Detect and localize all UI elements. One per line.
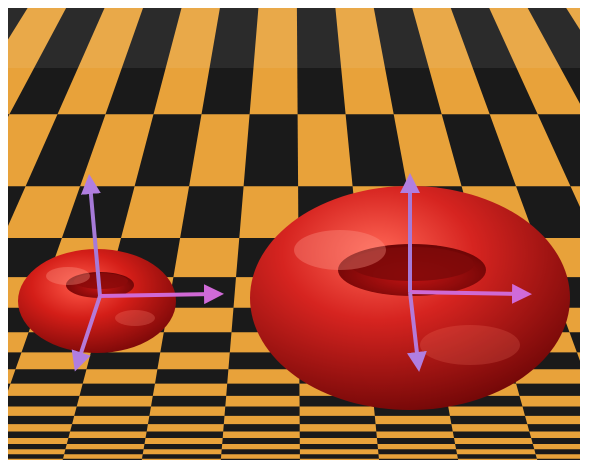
floor-tile xyxy=(8,352,22,370)
floor-tile xyxy=(160,332,232,353)
floor-tile xyxy=(64,449,144,455)
floor-tile xyxy=(441,114,516,187)
floor-tile xyxy=(534,449,580,455)
floor-tile xyxy=(147,415,225,425)
floor-tile xyxy=(243,114,299,187)
floor-tile xyxy=(516,186,580,238)
floor-tile xyxy=(8,114,10,117)
floor-tile xyxy=(376,438,456,444)
floor-tile xyxy=(378,449,458,455)
floor-tile xyxy=(299,415,376,425)
floor-tile xyxy=(583,369,589,383)
floor-tile xyxy=(457,454,537,459)
floor-tile xyxy=(180,186,244,238)
floor-tile xyxy=(375,424,453,432)
floor-tile xyxy=(79,383,155,396)
floor-tile xyxy=(222,438,300,444)
floor-tile xyxy=(151,395,227,407)
floor-tile xyxy=(8,415,75,425)
floor-tile xyxy=(8,383,11,391)
floor-tile xyxy=(296,8,346,115)
floor-tile xyxy=(299,431,377,438)
floor-tile xyxy=(345,114,408,187)
floor-tile xyxy=(226,383,300,396)
floor-tile xyxy=(516,383,580,396)
floor-tile xyxy=(74,406,151,416)
floor-tile xyxy=(527,8,580,104)
floor-tile xyxy=(8,8,28,40)
floor-tile xyxy=(378,458,459,460)
floor-tile xyxy=(569,332,580,353)
floor-tile xyxy=(8,395,80,407)
floor-tile xyxy=(9,8,105,115)
floor-tile xyxy=(142,454,222,459)
floor-tile xyxy=(527,424,580,432)
large-torus-axes xyxy=(400,173,532,372)
floor-tile xyxy=(61,186,135,238)
floor-tile xyxy=(459,463,539,467)
small-torus-axes xyxy=(71,174,224,372)
floor-tile xyxy=(8,186,26,227)
floor-tile xyxy=(105,8,182,115)
floor-tile xyxy=(452,431,532,438)
floor-tile xyxy=(536,458,580,460)
floor-tile xyxy=(8,444,67,450)
floor-tile xyxy=(62,458,142,460)
floor-tile xyxy=(141,463,221,467)
floor-tile xyxy=(450,8,538,115)
floor-tile xyxy=(134,114,202,187)
floor-tile xyxy=(10,369,87,384)
floor-tile xyxy=(522,406,580,416)
horizon-haze xyxy=(8,8,580,68)
floor-tile xyxy=(299,444,378,450)
floor-tile xyxy=(86,352,161,370)
floor-tile xyxy=(201,8,259,115)
floor-tile xyxy=(449,415,528,425)
floor-tile xyxy=(145,431,224,438)
floor-tile xyxy=(220,458,300,460)
floor-tile xyxy=(223,424,300,432)
floor-tile xyxy=(155,369,229,384)
floor-tile xyxy=(300,463,380,467)
floor-tile xyxy=(0,463,62,467)
floor-tile xyxy=(8,454,65,459)
floor-tile xyxy=(224,406,300,416)
floor-tile xyxy=(221,449,300,455)
floor-tile xyxy=(143,444,223,450)
floor-tile xyxy=(455,444,535,450)
floor-tile xyxy=(66,438,146,444)
floor-tile xyxy=(537,114,580,187)
floor-tile xyxy=(531,438,580,444)
floor-tile xyxy=(25,114,106,187)
floor-tile xyxy=(299,454,379,459)
floor-tile xyxy=(70,424,148,432)
floor-tile xyxy=(8,431,71,438)
floor-tile xyxy=(0,407,2,416)
floor-tile xyxy=(373,8,442,115)
